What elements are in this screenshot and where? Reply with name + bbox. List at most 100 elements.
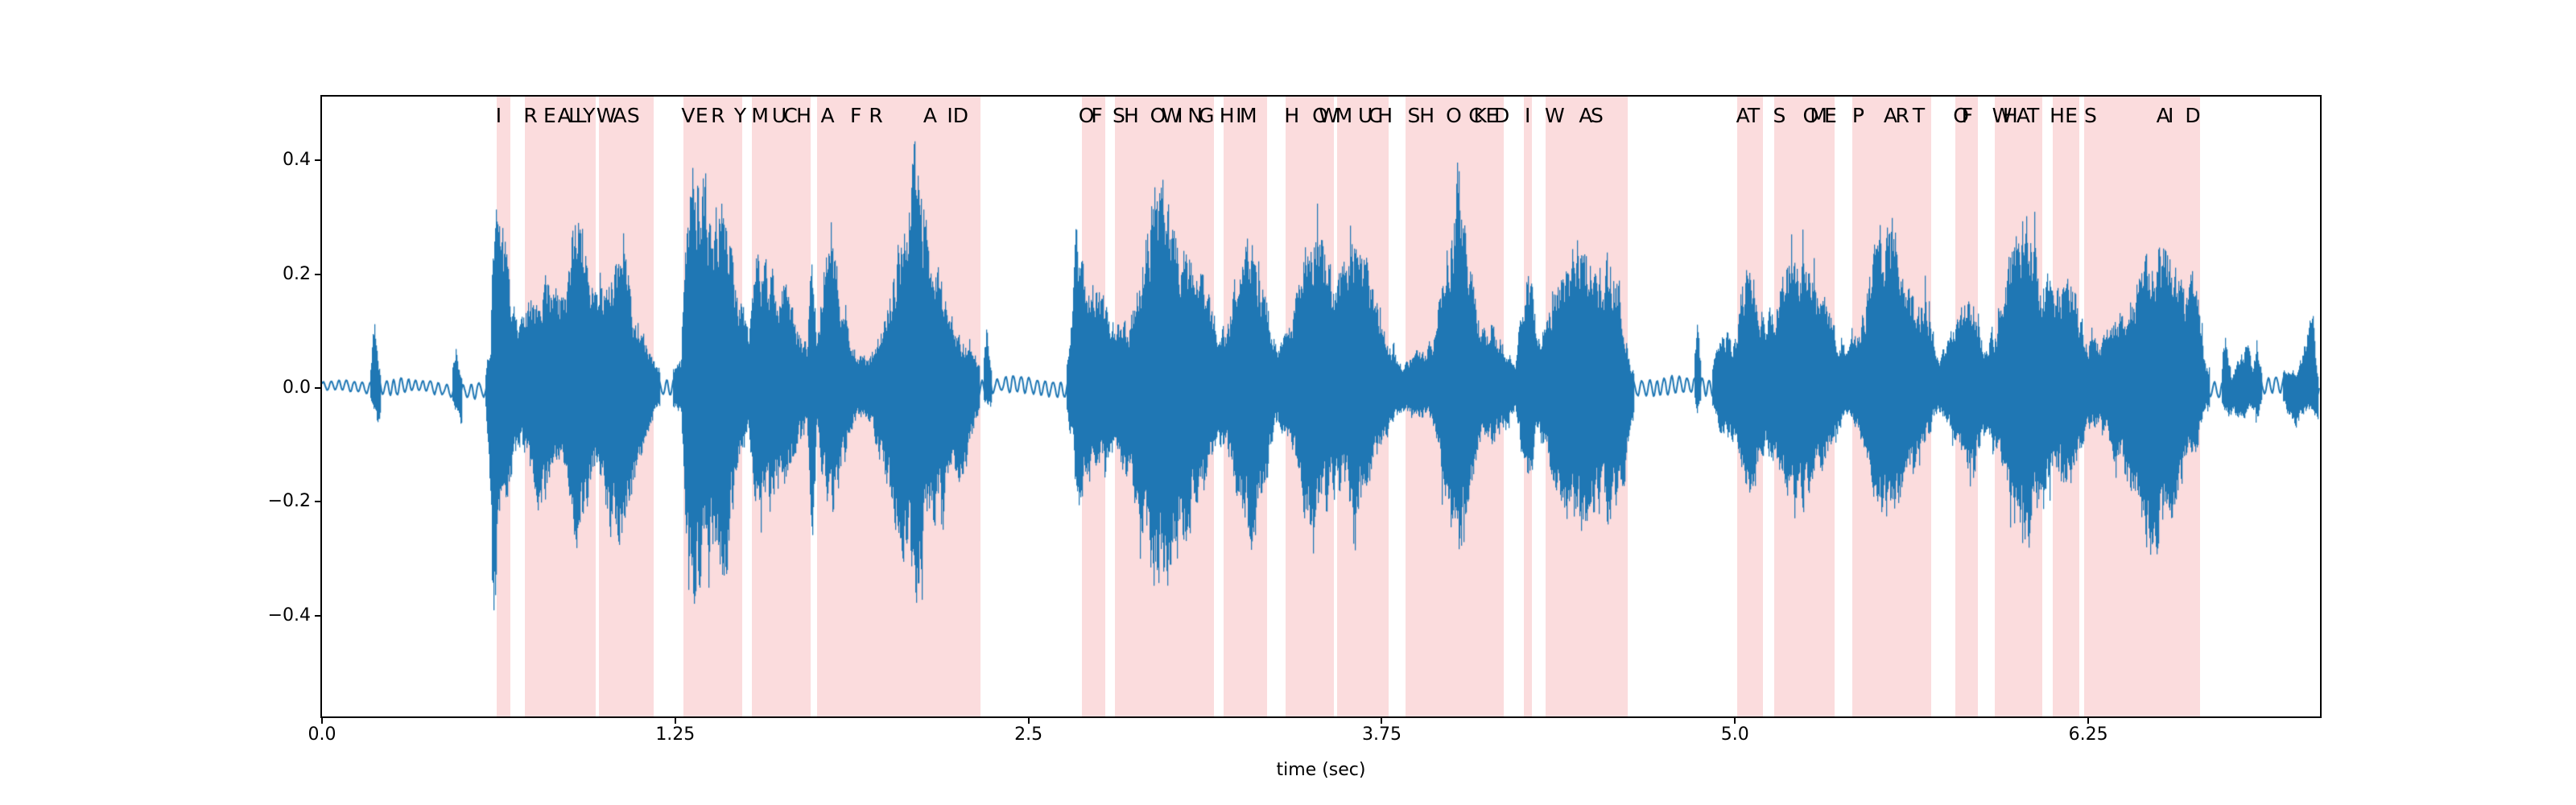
phoneme-letter: W (1544, 104, 1565, 127)
phoneme-letter: K (1473, 104, 1487, 127)
phoneme-letter: R (711, 104, 725, 127)
phoneme-letter: A (1579, 104, 1593, 127)
phoneme-letter: E (695, 104, 708, 127)
x-tick-mark (1381, 718, 1383, 724)
phoneme-letter: V (681, 104, 696, 127)
phoneme-letter: D (2185, 104, 2201, 127)
phoneme-letter: H (1219, 104, 1235, 127)
phoneme-letter: S (2084, 104, 2097, 127)
phoneme-letter: A (2016, 104, 2030, 127)
y-tick-label: −0.2 (267, 491, 311, 512)
phoneme-letter: S (1773, 104, 1786, 127)
phoneme-letter: D (952, 104, 969, 127)
phoneme-letter: I (1236, 104, 1242, 127)
phoneme-letter: M (1810, 104, 1827, 127)
phoneme-letter: S (1591, 104, 1604, 127)
x-tick-mark (1734, 718, 1736, 724)
phoneme-letter: C (783, 104, 798, 127)
phoneme-letter: H (2002, 104, 2018, 127)
y-tick-mark (315, 614, 320, 617)
phoneme-letter: M (1335, 104, 1353, 127)
phoneme-letter: A (820, 104, 835, 127)
phoneme-letter: S (1113, 104, 1125, 127)
phoneme-letter: A (613, 104, 627, 127)
phoneme-letter: O (1150, 104, 1166, 127)
phoneme-letter: E (1485, 104, 1499, 127)
phoneme-letter: I (1177, 104, 1183, 127)
phoneme-letter: O (1078, 104, 1095, 127)
phoneme-letter: N (1187, 104, 1203, 127)
phoneme-letter: R (523, 104, 538, 127)
phoneme-letter: A (2156, 104, 2170, 127)
phoneme-letter: D (1494, 104, 1510, 127)
x-tick-label: 3.75 (1361, 724, 1402, 745)
phoneme-letter: E (1824, 104, 1837, 127)
y-tick-label: 0.0 (283, 378, 311, 398)
phoneme-letter: F (849, 104, 862, 127)
phoneme-letter: U (1357, 104, 1373, 127)
phoneme-letter: E (2065, 104, 2078, 127)
phoneme-letter: O (1802, 104, 1819, 127)
x-tick-mark (2087, 718, 2090, 724)
phoneme-letter: S (1407, 104, 1421, 127)
phoneme-letter: R (869, 104, 883, 127)
phoneme-letter: M (751, 104, 769, 127)
y-tick-label: −0.4 (267, 605, 311, 625)
phoneme-letter: Y (583, 104, 596, 127)
phoneme-letter: I (495, 104, 502, 127)
phoneme-letter: T (2027, 104, 2040, 127)
x-tick-mark (1027, 718, 1030, 724)
phoneme-letter: A (1736, 104, 1750, 127)
phoneme-letter: C (1368, 104, 1383, 127)
phoneme-letter: A (557, 104, 572, 127)
phoneme-letter: F (1961, 104, 1974, 127)
phoneme-letter: W (596, 104, 617, 127)
phoneme-letter: I (2167, 104, 2174, 127)
phoneme-letter: H (1124, 104, 1139, 127)
phoneme-letter: H (1284, 104, 1300, 127)
phoneme-letter: O (1312, 104, 1328, 127)
waveform-canvas (322, 97, 2320, 716)
phoneme-letter: G (1199, 104, 1215, 127)
phoneme-letter: H (1419, 104, 1435, 127)
phoneme-letter: L (575, 104, 587, 127)
phoneme-letter: H (796, 104, 811, 127)
y-tick-mark (315, 387, 320, 390)
phoneme-letter: A (1883, 104, 1897, 127)
phoneme-letter: L (568, 104, 580, 127)
phoneme-letter: E (543, 104, 556, 127)
y-tick-label: 0.2 (283, 263, 311, 284)
phoneme-letter: M (1239, 104, 1257, 127)
phoneme-letter: T (1912, 104, 1926, 127)
phoneme-letter: U (771, 104, 787, 127)
phoneme-letter: I (947, 104, 953, 127)
y-tick-mark (315, 159, 320, 162)
x-tick-mark (321, 718, 323, 724)
x-tick-label: 0.0 (308, 724, 336, 745)
phoneme-letter: Y (733, 104, 747, 127)
phoneme-letter: R (1895, 104, 1909, 127)
x-tick-label: 6.25 (2068, 724, 2108, 745)
phoneme-letter: O (1446, 104, 1462, 127)
x-tick-mark (674, 718, 676, 724)
phoneme-letter: H (1377, 104, 1393, 127)
phoneme-letter: F (1091, 104, 1103, 127)
x-tick-label: 5.0 (1720, 724, 1749, 745)
phoneme-letter: I (1524, 104, 1531, 127)
phoneme-letter: C (1468, 104, 1483, 127)
phoneme-letter: T (1747, 104, 1761, 127)
phoneme-letter: W (1319, 104, 1339, 127)
y-tick-label: 0.4 (283, 150, 311, 171)
phoneme-letter: H (2050, 104, 2065, 127)
x-tick-label: 2.5 (1014, 724, 1043, 745)
phoneme-letter: O (1953, 104, 1969, 127)
x-tick-label: 1.25 (655, 724, 696, 745)
y-tick-mark (315, 501, 320, 503)
phoneme-letter: P (1852, 104, 1864, 127)
phoneme-letter: W (1161, 104, 1182, 127)
x-axis-label: time (sec) (1276, 760, 1366, 780)
phoneme-letter: W (1992, 104, 2013, 127)
